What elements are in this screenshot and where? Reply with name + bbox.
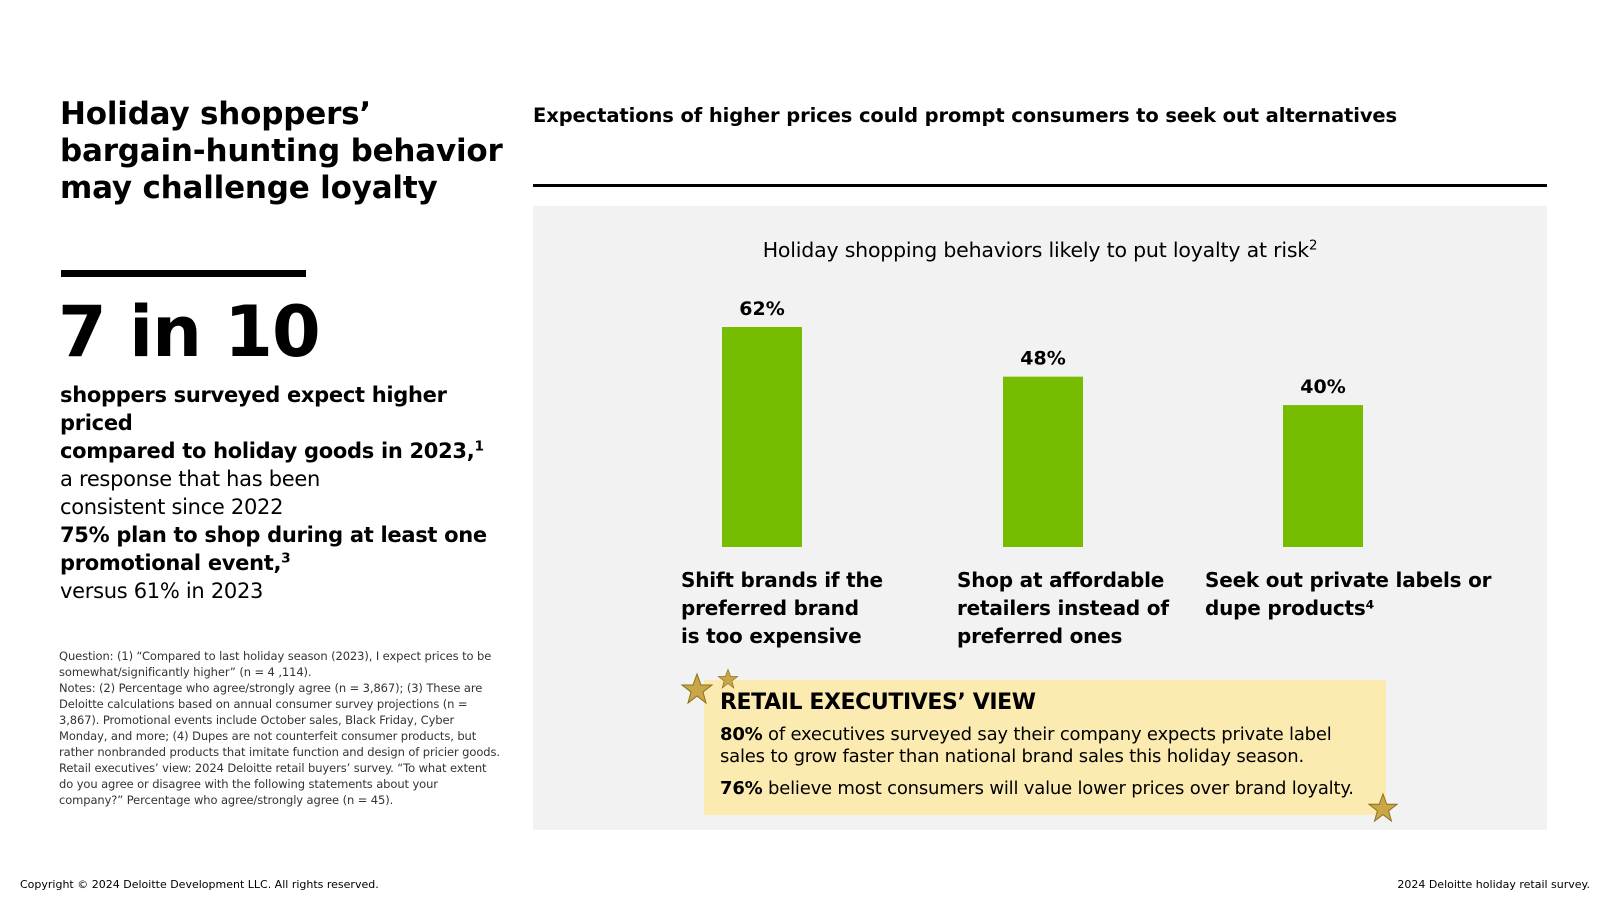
category-label-3-line-1: Seek out private labels or <box>1205 568 1492 592</box>
source-note: 2024 Deloitte holiday retail survey. <box>1397 878 1590 891</box>
stat-footnote-ref: 1 <box>474 438 484 455</box>
promo-line-3: versus 61% in 2023 <box>60 579 264 603</box>
stat-description: shoppers surveyed expect higher priced c… <box>60 381 510 521</box>
data-label-2: 48% <box>1020 348 1065 370</box>
category-label-3-line-2: dupe products⁴ <box>1205 596 1375 620</box>
category-label-1-line-3: is too expensive <box>681 624 862 648</box>
promo-percent: 75% <box>60 523 110 547</box>
data-label-3: 40% <box>1300 376 1345 398</box>
section-divider <box>533 184 1547 187</box>
category-label-2-line-1: Shop at affordable <box>957 568 1165 592</box>
bar-2 <box>1003 376 1083 547</box>
callout-p2-percent: 76% <box>720 778 763 799</box>
callout-paragraph-2: 76% believe most consumers will value lo… <box>720 778 1380 800</box>
promo-text-1: plan to shop during at least one <box>109 523 487 547</box>
category-label-1-line-2: preferred brand <box>681 596 859 620</box>
bottom-star-icon <box>1367 792 1399 823</box>
star-icon <box>680 672 714 705</box>
stat-bold-line-1: shoppers surveyed expect higher priced <box>60 383 447 435</box>
page-title: Holiday shoppers’ bargain-hunting behavi… <box>60 96 510 207</box>
callout-p2-text: believe most consumers will value lower … <box>762 778 1354 799</box>
category-label-2-line-3: preferred ones <box>957 624 1123 648</box>
chart-subtitle: Holiday shopping behaviors likely to put… <box>533 238 1547 262</box>
left-divider <box>61 270 306 277</box>
stat-plain-line-2: consistent since 2022 <box>60 495 284 519</box>
callout-title: RETAIL EXECUTIVES’ VIEW <box>720 690 1036 715</box>
title-line-1: Holiday shoppers’ <box>60 96 371 132</box>
stat-bold-line-2: compared to holiday goods in 2023,1 <box>60 437 510 465</box>
promo-line-1: 75% plan to shop during at least one <box>60 521 510 549</box>
big-stat: 7 in 10 <box>58 291 321 373</box>
footnote-notes: Notes: (2) Percentage who agree/strongly… <box>59 681 500 759</box>
title-line-2: bargain-hunting behavior <box>60 133 503 169</box>
bar-chart: 62% 48% 40% <box>722 298 1363 547</box>
footnote-question: Question: (1) “Compared to last holiday … <box>59 649 492 679</box>
category-label-2: Shop at affordable retailers instead of pr… <box>957 566 1169 650</box>
category-label-1: Shift brands if the preferred brand is too… <box>681 566 883 650</box>
category-label-1-line-1: Shift brands if the <box>681 568 883 592</box>
bar-1 <box>722 327 802 547</box>
copyright: Copyright © 2024 Deloitte Development LL… <box>20 878 379 891</box>
promo-stat: 75% plan to shop during at least one pro… <box>60 521 510 605</box>
footnote-retail: Retail executives’ view: 2024 Deloitte r… <box>59 761 487 807</box>
stat-bold-text-2: compared to holiday goods in 2023, <box>60 439 475 463</box>
chart-subtitle-text: Holiday shopping behaviors likely to put… <box>762 238 1309 262</box>
category-label-3: Seek out private labels or dupe products⁴ <box>1205 566 1492 622</box>
bar-3 <box>1283 405 1363 547</box>
retail-executives-callout <box>704 680 1386 815</box>
title-line-3: may challenge loyalty <box>60 170 438 206</box>
small-star-icon <box>717 668 739 689</box>
footnotes: Question: (1) “Compared to last holiday … <box>59 648 504 808</box>
callout-p1-text: of executives surveyed say their company… <box>720 724 1332 767</box>
promo-line-2: promotional event,3 <box>60 549 510 577</box>
chart-subtitle-footnote-ref: 2 <box>1308 238 1318 254</box>
data-label-1: 62% <box>739 298 784 320</box>
callout-p1-percent: 80% <box>720 724 763 745</box>
stat-plain-line-1: a response that has been <box>60 467 320 491</box>
callout-paragraph-1: 80% of executives surveyed say their com… <box>720 724 1380 768</box>
promo-text-2: promotional event, <box>60 551 282 575</box>
section-heading: Expectations of higher prices could prom… <box>533 104 1398 127</box>
promo-footnote-ref: 3 <box>281 550 291 567</box>
category-label-2-line-2: retailers instead of <box>957 596 1169 620</box>
